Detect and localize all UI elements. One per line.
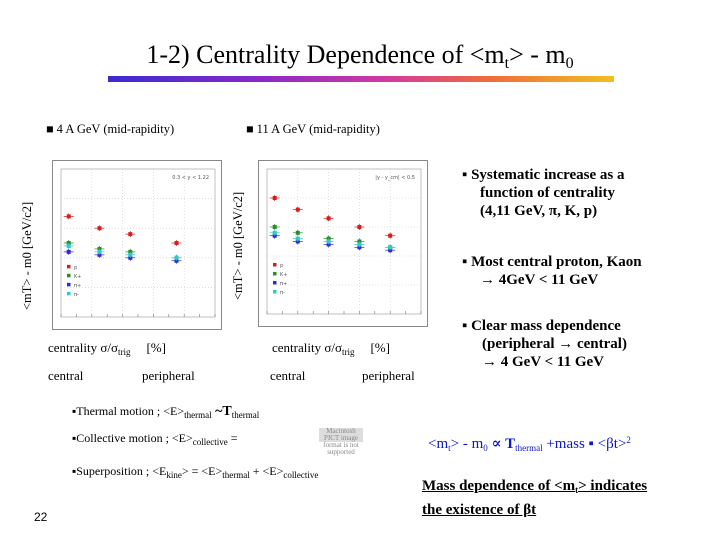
plot1-chart: 0.3 < y < 1.22 p K+ π+ π- — [60, 168, 216, 318]
formula-thermal: ▪Thermal motion ; <E>thermal ~Tthermal — [72, 404, 260, 420]
plot2-central-label: central — [270, 368, 306, 383]
plot2-label: ■ 11 A GeV (mid-rapidity) — [246, 122, 380, 136]
slide-title: 1-2) Centrality Dependence of <mt> - m0 — [146, 40, 574, 72]
legend-marker-3 — [67, 291, 71, 296]
data-point-3-4 — [388, 245, 393, 250]
plot1-label: ■ 4 A GeV (mid-rapidity) — [46, 122, 175, 136]
legend-label-0: p — [280, 263, 283, 269]
plot1-peripheral-label: peripheral — [142, 368, 195, 383]
data-point-0-0 — [66, 214, 71, 219]
plot2-ylabel: <mT> - m0 [GeV/c2] — [231, 191, 245, 300]
data-point-0-0 — [272, 196, 277, 200]
legend-marker-0 — [273, 262, 277, 267]
data-point-0-3 — [174, 241, 179, 245]
data-point-0-1 — [295, 207, 300, 212]
bullet-mass-dependence: ▪ Clear mass dependence (peripheral → ce… — [462, 318, 627, 370]
data-point-3-2 — [128, 252, 133, 257]
legend-label-2: π+ — [280, 281, 287, 287]
plot1-frame: 0.3 < y < 1.22 p K+ π+ π- — [52, 160, 222, 330]
data-point-3-1 — [97, 249, 102, 254]
conclusion-text: Mass dependence of <mt> indicates the ex… — [422, 478, 648, 518]
legend-label-2: π+ — [74, 283, 81, 289]
legend-marker-2 — [67, 282, 71, 287]
bullet-most-central: ▪ Most central proton, Kaon → 4GeV < 11 … — [462, 254, 642, 288]
plot1-xcaption: centrality σ/σtrig [%] — [48, 340, 166, 357]
data-point-0-1 — [97, 226, 102, 231]
data-point-1-0 — [272, 225, 277, 229]
data-point-3-1 — [295, 236, 300, 241]
legend-label-0: p — [74, 265, 77, 271]
plot2-frame: |y - y_cm| < 0.5 p K+ π+ π- — [258, 160, 428, 327]
legend-label-3: π- — [280, 290, 285, 296]
data-point-0-3 — [357, 225, 362, 229]
pict-placeholder-image: Macintosh PICT image format is not suppo… — [319, 428, 363, 456]
data-point-3-0 — [272, 230, 277, 235]
plot1-ylabel: <mT> - m0 [GeV/c2] — [20, 201, 34, 310]
formula-collective: ▪Collective motion ; <E>collective = — [72, 431, 238, 447]
legend-label-1: K+ — [280, 272, 287, 278]
legend-marker-1 — [273, 271, 277, 276]
data-point-1-1 — [295, 230, 300, 235]
legend-range-label: |y - y_cm| < 0.5 — [375, 175, 415, 181]
legend-marker-1 — [67, 273, 71, 278]
plot-area — [60, 168, 216, 318]
data-point-3-2 — [326, 239, 331, 244]
plot1-central-label: central — [48, 368, 84, 383]
legend-marker-2 — [273, 280, 277, 285]
legend-label-1: K+ — [74, 274, 81, 280]
legend-range-label: 0.3 < y < 1.22 — [172, 175, 209, 181]
data-point-3-3 — [174, 255, 179, 260]
data-point-0-2 — [326, 216, 331, 221]
data-point-3-0 — [66, 243, 71, 248]
plot2-peripheral-label: peripheral — [362, 368, 415, 383]
legend-label-3: π- — [74, 292, 79, 298]
plot-area — [266, 168, 422, 315]
data-point-0-2 — [128, 232, 133, 237]
data-point-0-4 — [388, 233, 393, 238]
plot2-chart: |y - y_cm| < 0.5 p K+ π+ π- — [266, 168, 422, 315]
plot2-xcaption: centrality σ/σtrig [%] — [272, 340, 390, 357]
title-gradient-bar — [108, 76, 614, 82]
legend-marker-3 — [273, 289, 277, 294]
data-point-2-0 — [66, 249, 71, 254]
data-point-3-3 — [357, 242, 362, 247]
page-number: 22 — [34, 510, 48, 524]
legend-marker-0 — [67, 264, 71, 269]
mt-relation: <mt> - m0 ∝ Tthermal +mass ▪ <βt>2 — [428, 435, 631, 453]
bullet-systematic: ▪ Systematic increase as a function of c… — [462, 167, 625, 219]
formula-superposition: ▪Superposition ; <Ekine> = <E>thermal + … — [72, 464, 319, 480]
